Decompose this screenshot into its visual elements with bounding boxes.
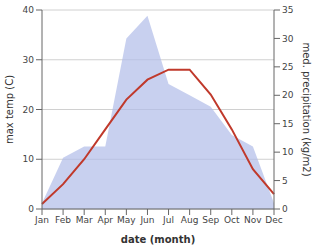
- svg-text:Jun: Jun: [139, 215, 154, 225]
- svg-text:max temp (C): max temp (C): [8, 75, 15, 144]
- svg-text:Nov: Nov: [244, 215, 262, 225]
- svg-text:Dec: Dec: [265, 215, 282, 225]
- svg-text:30: 30: [282, 34, 294, 44]
- svg-text:10: 10: [23, 154, 35, 164]
- svg-text:Apr: Apr: [97, 215, 113, 225]
- svg-text:0: 0: [28, 204, 34, 214]
- svg-text:Mar: Mar: [76, 215, 93, 225]
- svg-text:Jul: Jul: [162, 215, 174, 225]
- svg-text:5: 5: [282, 176, 288, 186]
- svg-text:Oct: Oct: [224, 215, 240, 225]
- svg-text:20: 20: [282, 90, 294, 100]
- svg-text:35: 35: [282, 5, 293, 15]
- svg-text:Feb: Feb: [55, 215, 71, 225]
- svg-text:Sep: Sep: [202, 215, 219, 225]
- svg-text:Aug: Aug: [181, 215, 199, 225]
- svg-text:0: 0: [282, 204, 288, 214]
- svg-text:date (month): date (month): [121, 234, 195, 245]
- svg-text:25: 25: [282, 62, 293, 72]
- svg-text:Jan: Jan: [34, 215, 49, 225]
- svg-text:med. precipitation (kg/m2): med. precipitation (kg/m2): [301, 42, 310, 176]
- svg-text:10: 10: [282, 147, 294, 157]
- svg-text:15: 15: [282, 119, 293, 129]
- svg-text:20: 20: [23, 105, 35, 115]
- svg-text:30: 30: [23, 55, 35, 65]
- svg-text:May: May: [117, 215, 136, 225]
- svg-text:40: 40: [23, 5, 35, 15]
